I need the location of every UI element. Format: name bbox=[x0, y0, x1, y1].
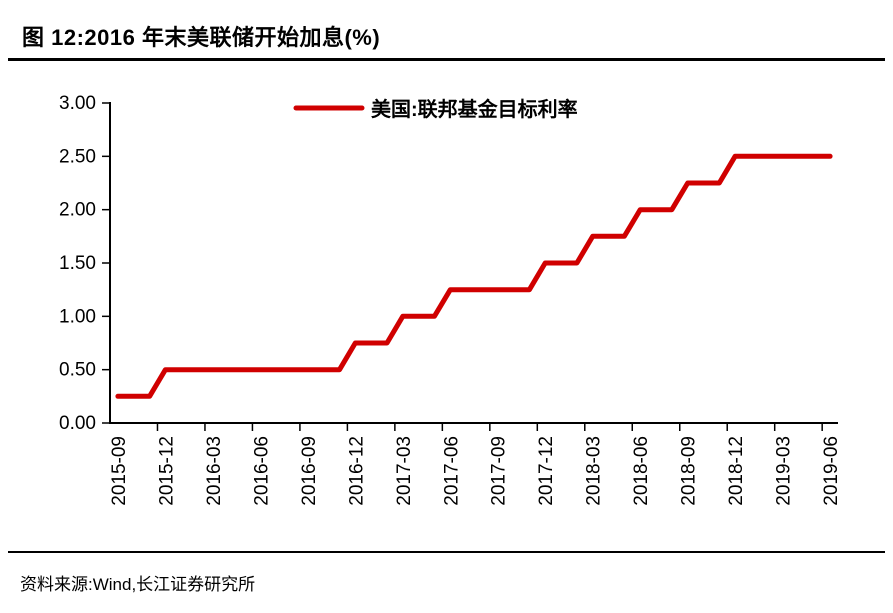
source-note: 资料来源:Wind,长江证券研究所 bbox=[20, 575, 256, 594]
y-axis-label: 2.00 bbox=[59, 200, 96, 221]
x-axis-label: 2017-12 bbox=[536, 436, 557, 506]
y-axis-label: 1.50 bbox=[59, 253, 96, 274]
y-axis-label: 0.50 bbox=[59, 360, 96, 381]
x-axis-label: 2015-12 bbox=[156, 436, 177, 506]
x-axis-label: 2015-09 bbox=[109, 436, 130, 506]
y-axis-label: 2.50 bbox=[59, 146, 96, 167]
chart-axes: 0.00 0.50 1.00 1.50 2.00 2.50 3.00 2015-09 2015-… bbox=[59, 93, 842, 506]
chart-legend: 美国:联邦基金目标利率 bbox=[293, 97, 578, 121]
x-axis-label: 2017-09 bbox=[489, 436, 510, 506]
legend-label: 美国:联邦基金目标利率 bbox=[371, 97, 578, 121]
fed-rate-line-chart: 0.00 0.50 1.00 1.50 2.00 2.50 3.00 2015-09 2015-… bbox=[59, 93, 842, 506]
x-axis-label: 2019-03 bbox=[774, 436, 795, 506]
figure-title: 图 12:2016 年末美联储开始加息(%) bbox=[22, 25, 381, 50]
footer-divider bbox=[8, 551, 885, 553]
y-axis-label: 1.00 bbox=[59, 306, 96, 327]
x-axis-label: 2019-06 bbox=[821, 436, 842, 506]
y-axis-label: 0.00 bbox=[59, 413, 96, 434]
y-axis-label: 3.00 bbox=[59, 93, 96, 114]
x-axis-label: 2016-12 bbox=[346, 436, 367, 506]
x-axis-label: 2016-09 bbox=[299, 436, 320, 506]
x-axis-label: 2018-06 bbox=[631, 436, 652, 506]
title-divider bbox=[8, 58, 885, 61]
x-axis-label: 2018-12 bbox=[726, 436, 747, 506]
x-axis-label: 2016-03 bbox=[204, 436, 225, 506]
x-axis-label: 2016-06 bbox=[251, 436, 272, 506]
x-axis-label: 2017-06 bbox=[441, 436, 462, 506]
x-axis-label: 2017-03 bbox=[394, 436, 415, 506]
x-axis-label: 2018-03 bbox=[584, 436, 605, 506]
chart-series bbox=[115, 153, 833, 399]
rate-step-line bbox=[115, 153, 833, 399]
x-axis-label: 2018-09 bbox=[679, 436, 700, 506]
